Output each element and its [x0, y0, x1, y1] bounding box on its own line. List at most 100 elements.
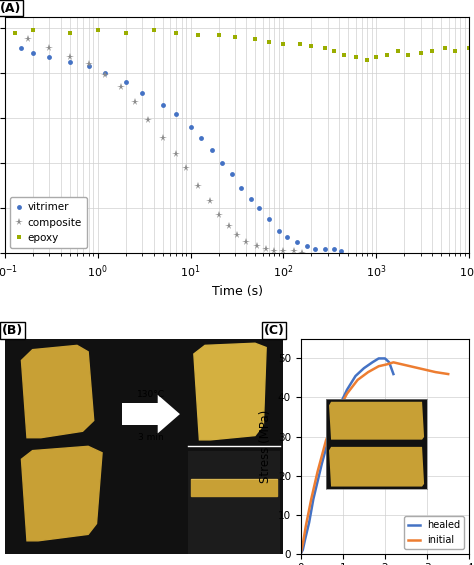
- epoxy: [353, 54, 359, 61]
- vitrimer: [86, 63, 91, 70]
- healed: [310, 496, 316, 502]
- epoxy: [232, 34, 238, 41]
- healed: [361, 365, 367, 372]
- initial: [315, 468, 320, 475]
- healed: [353, 373, 358, 380]
- initial: [391, 359, 396, 366]
- epoxy: [442, 45, 448, 52]
- initial: [303, 523, 309, 530]
- vitrimer: [238, 185, 244, 192]
- healed: [376, 355, 382, 362]
- composite: [300, 250, 305, 257]
- Text: (A): (A): [0, 2, 21, 15]
- composite: [118, 83, 124, 90]
- vitrimer: [67, 59, 73, 66]
- Text: 130°C: 130°C: [137, 390, 165, 399]
- epoxy: [266, 38, 272, 45]
- vitrimer: [18, 45, 24, 52]
- vitrimer: [304, 243, 310, 250]
- initial: [446, 371, 451, 377]
- healed: [302, 537, 308, 544]
- composite: [235, 232, 240, 238]
- Bar: [188, 341, 280, 444]
- initial: [298, 550, 303, 557]
- initial: [408, 363, 413, 370]
- initial: [416, 365, 421, 372]
- epoxy: [151, 27, 156, 34]
- epoxy: [253, 36, 258, 43]
- vitrimer: [229, 171, 235, 178]
- Text: (B): (B): [2, 324, 23, 337]
- initial: [300, 541, 306, 547]
- epoxy: [331, 47, 337, 54]
- vitrimer: [173, 110, 179, 117]
- vitrimer: [256, 205, 262, 212]
- epoxy: [395, 47, 401, 54]
- Legend: healed, initial: healed, initial: [404, 516, 465, 549]
- composite: [254, 243, 260, 250]
- Line: healed: healed: [301, 358, 393, 554]
- vitrimer: [160, 101, 165, 108]
- healed: [306, 519, 312, 526]
- healed: [370, 359, 375, 366]
- composite: [26, 36, 31, 43]
- composite: [46, 45, 52, 52]
- initial: [365, 369, 371, 376]
- healed: [328, 429, 333, 436]
- vitrimer: [294, 238, 300, 245]
- composite: [263, 245, 269, 252]
- Line: epoxy: epoxy: [13, 28, 472, 62]
- vitrimer: [219, 160, 225, 167]
- healed: [336, 404, 341, 411]
- initial: [433, 369, 438, 376]
- healed: [319, 460, 325, 467]
- Polygon shape: [158, 395, 180, 433]
- Polygon shape: [21, 446, 102, 541]
- initial: [323, 437, 329, 444]
- epoxy: [216, 32, 221, 38]
- vitrimer: [338, 247, 344, 254]
- epoxy: [67, 29, 73, 36]
- vitrimer: [139, 90, 145, 97]
- Y-axis label: Stress (MPa): Stress (MPa): [259, 410, 272, 483]
- initial: [344, 390, 350, 397]
- vitrimer: [30, 50, 36, 57]
- epoxy: [341, 52, 347, 59]
- composite: [272, 247, 277, 254]
- Polygon shape: [121, 403, 158, 425]
- vitrimer: [123, 79, 128, 85]
- composite: [132, 99, 137, 106]
- epoxy: [12, 29, 18, 36]
- epoxy: [429, 47, 435, 54]
- epoxy: [281, 41, 286, 47]
- healed: [386, 359, 392, 366]
- composite: [183, 164, 189, 171]
- healed: [298, 550, 303, 557]
- vitrimer: [331, 245, 337, 252]
- composite: [160, 135, 165, 142]
- composite: [291, 247, 297, 254]
- composite: [216, 211, 221, 218]
- composite: [207, 198, 212, 205]
- vitrimer: [284, 234, 290, 241]
- vitrimer: [102, 70, 108, 77]
- epoxy: [384, 52, 390, 59]
- Polygon shape: [21, 345, 94, 438]
- healed: [391, 371, 396, 377]
- epoxy: [405, 52, 411, 59]
- Polygon shape: [191, 479, 277, 496]
- composite: [281, 247, 286, 254]
- X-axis label: Time (s): Time (s): [211, 285, 263, 298]
- vitrimer: [322, 245, 328, 252]
- initial: [355, 376, 360, 383]
- Line: initial: initial: [301, 362, 448, 554]
- initial: [424, 367, 430, 373]
- epoxy: [123, 29, 128, 36]
- vitrimer: [312, 245, 318, 252]
- vitrimer: [46, 54, 52, 61]
- vitrimer: [209, 146, 215, 153]
- epoxy: [95, 27, 100, 34]
- epoxy: [309, 43, 314, 50]
- composite: [102, 72, 108, 79]
- initial: [334, 410, 339, 416]
